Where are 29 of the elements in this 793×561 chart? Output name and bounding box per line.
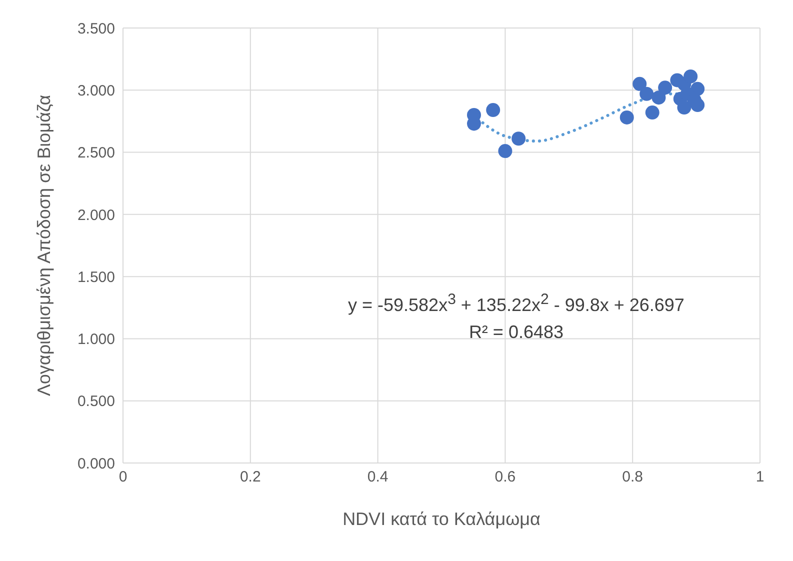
point bbox=[658, 80, 672, 95]
x-tick-label: 0.4 bbox=[367, 468, 388, 486]
annotation: R² = 0.6483 bbox=[468, 321, 564, 344]
y-tick-label: 3.000 bbox=[77, 82, 115, 100]
point bbox=[620, 110, 634, 124]
point bbox=[640, 86, 654, 101]
y-tick-label: 0.500 bbox=[77, 393, 115, 410]
point bbox=[645, 106, 660, 120]
y-tick-label: 1.500 bbox=[77, 268, 115, 286]
point bbox=[486, 103, 500, 118]
y-tick-label: 2.000 bbox=[77, 206, 115, 224]
x-tick-label: 0.6 bbox=[494, 468, 516, 486]
x-tick-label: 0.8 bbox=[622, 468, 644, 486]
y-axis-title: Λογαριθμισμένη Απόδοση σε Βιομάζα bbox=[34, 94, 54, 396]
point bbox=[632, 76, 647, 91]
x-tick-label: 0.2 bbox=[240, 468, 261, 486]
point bbox=[687, 93, 702, 108]
point bbox=[684, 69, 698, 84]
point bbox=[652, 90, 666, 105]
x-axis-title: NDVI κατά το Καλάμωμα bbox=[342, 509, 540, 529]
y-tick-label: 2.500 bbox=[77, 144, 115, 162]
annotation: y = -59.582x$^{3}$ + 135.22x$^{2}$ - 99.8x + 26.697 bbox=[348, 290, 684, 317]
point bbox=[498, 144, 512, 158]
point bbox=[512, 132, 526, 146]
y-tick-label: 0.000 bbox=[77, 455, 115, 472]
y-tick-label: 1.000 bbox=[77, 331, 115, 348]
y-tick-label: 3.500 bbox=[77, 20, 115, 38]
x-tick-label: 1 bbox=[756, 468, 764, 486]
x-tick-label: 0 bbox=[118, 468, 128, 486]
